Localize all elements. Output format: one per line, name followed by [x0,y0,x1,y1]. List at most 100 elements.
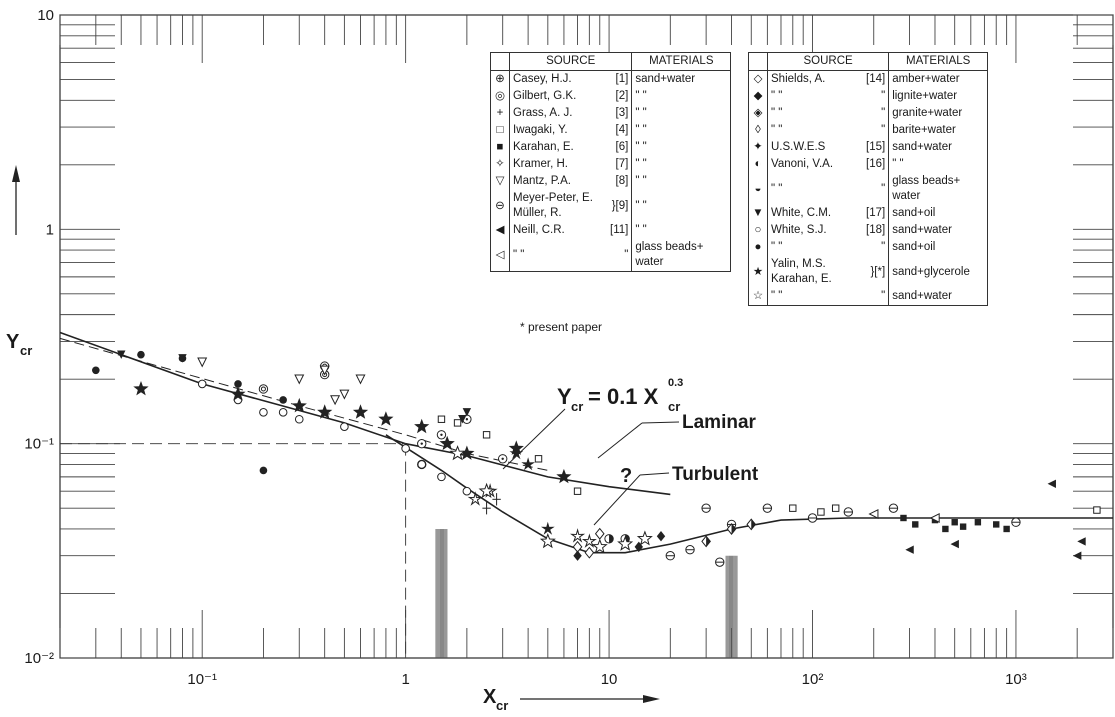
data-point [230,386,246,401]
legend-material: glass beads+ water [631,239,732,272]
data-point [900,514,907,522]
legend-source: Mantz, P.A. [509,173,608,190]
formula-exp: 0.3 [668,377,683,389]
data-point [459,445,475,460]
data-point [1003,525,1010,533]
data-point [497,454,508,464]
legend-row: ✧ Kramer, H. [7] " " [490,156,732,173]
data-point [974,519,982,526]
legend-footnote: * present paper [520,320,603,334]
legend-left-materials-header: MATERIALS [631,52,732,71]
x-axis-label-main: X [483,686,497,708]
legend-material: sand+water [631,70,732,88]
data-point [594,527,605,540]
data-point [278,408,288,417]
legend-ref: [16] [864,156,890,173]
x-tick-label: 10 [601,671,618,688]
legend-source: U.S.W.E.S [767,139,864,156]
y-tick-label: 10⁻² [24,650,54,667]
legend-source: Yalin, M.S. Karahan, E. [767,256,864,288]
data-point [462,486,472,496]
data-point [789,504,797,512]
data-point [437,415,446,423]
data-point [929,512,940,524]
data-point [539,532,556,549]
plot-frame [59,14,1114,659]
series-13 [509,446,555,535]
data-point [133,381,149,396]
x-axis-label: X cr [483,686,660,713]
legend-right-source-header: SOURCE [766,52,890,71]
data-point [556,468,572,484]
legend-material: " " [888,156,989,173]
legend-ref: " [864,88,890,105]
legend-row: □ Iwagaki, Y. [4] " " [490,122,732,139]
legend-material: " " [631,139,732,156]
legend-source: " " [767,173,864,205]
legend-symbol: ◀ [490,222,510,239]
data-point [534,455,543,463]
data-point [294,414,304,424]
data-point [951,519,958,526]
legend-material: amber+water [888,70,989,88]
legend-row: ★ Yalin, M.S. Karahan, E.}[*] sand+glycero… [748,256,989,288]
legend-material: sand+glycerole [888,256,989,288]
legend-material: " " [631,190,732,222]
legend-symbol: ◁ [490,239,510,272]
data-point [414,418,430,434]
data-point [634,541,643,553]
data-point [746,518,757,531]
data-point [715,557,725,567]
legend-ref: [11] [608,222,633,239]
series-19 [449,445,653,554]
legend-ref: }[*] [864,256,890,288]
curves [59,331,1113,658]
legend-row: ○ White, S.J. [18] sand+water [748,222,989,239]
data-point [959,523,967,530]
series-2 [482,493,501,515]
data-point [656,531,666,542]
x-tick-label: 10³ [1005,671,1027,688]
series-8 [905,479,1086,560]
turbulent-leader [593,474,641,526]
legend-row: ✦ U.S.W.E.S [15] sand+water [748,139,989,156]
data-point [117,350,126,359]
legend-symbol: ✧ [490,156,510,173]
legend-ref: " [864,239,890,256]
legend-material: granite+water [888,105,989,122]
data-point [509,446,524,460]
legend-row: + Grass, A. J. [3] " " [490,105,732,122]
legend-symbol: ◎ [490,88,510,105]
curve-line [59,331,671,496]
grid-ticks [59,14,1114,659]
legend-ref: " [864,288,890,306]
data-point [665,551,676,561]
data-point [234,380,242,388]
legend-material: " " [631,88,732,105]
legend-symbol: ⊖ [490,190,510,222]
legend-material: " " [631,156,732,173]
legend-symbol: ▼ [748,205,768,222]
legend-ref: " [864,173,890,205]
y-tick-label: 10⁻¹ [24,436,54,453]
data-point [701,535,711,548]
data-point [888,503,899,513]
data-point [401,444,410,453]
data-point [259,408,268,417]
data-point [1093,506,1101,514]
legend-row: ⊕ Casey, H.J. [1] sand+water [490,70,732,88]
data-point [843,507,854,517]
y-tick-label: 1 [46,221,54,238]
data-point [492,493,501,506]
data-point [762,503,773,513]
legend-source: " " [767,88,864,105]
data-point [905,545,914,554]
x-tick-label: 10⁻¹ [187,671,217,688]
legend-ref: " [864,122,890,139]
legend-source: Gilbert, G.K. [509,88,608,105]
data-point [178,354,187,363]
data-point [378,411,394,426]
data-point [950,539,959,549]
legend-material: " " [631,105,732,122]
legend-ref: [7] [608,156,633,173]
